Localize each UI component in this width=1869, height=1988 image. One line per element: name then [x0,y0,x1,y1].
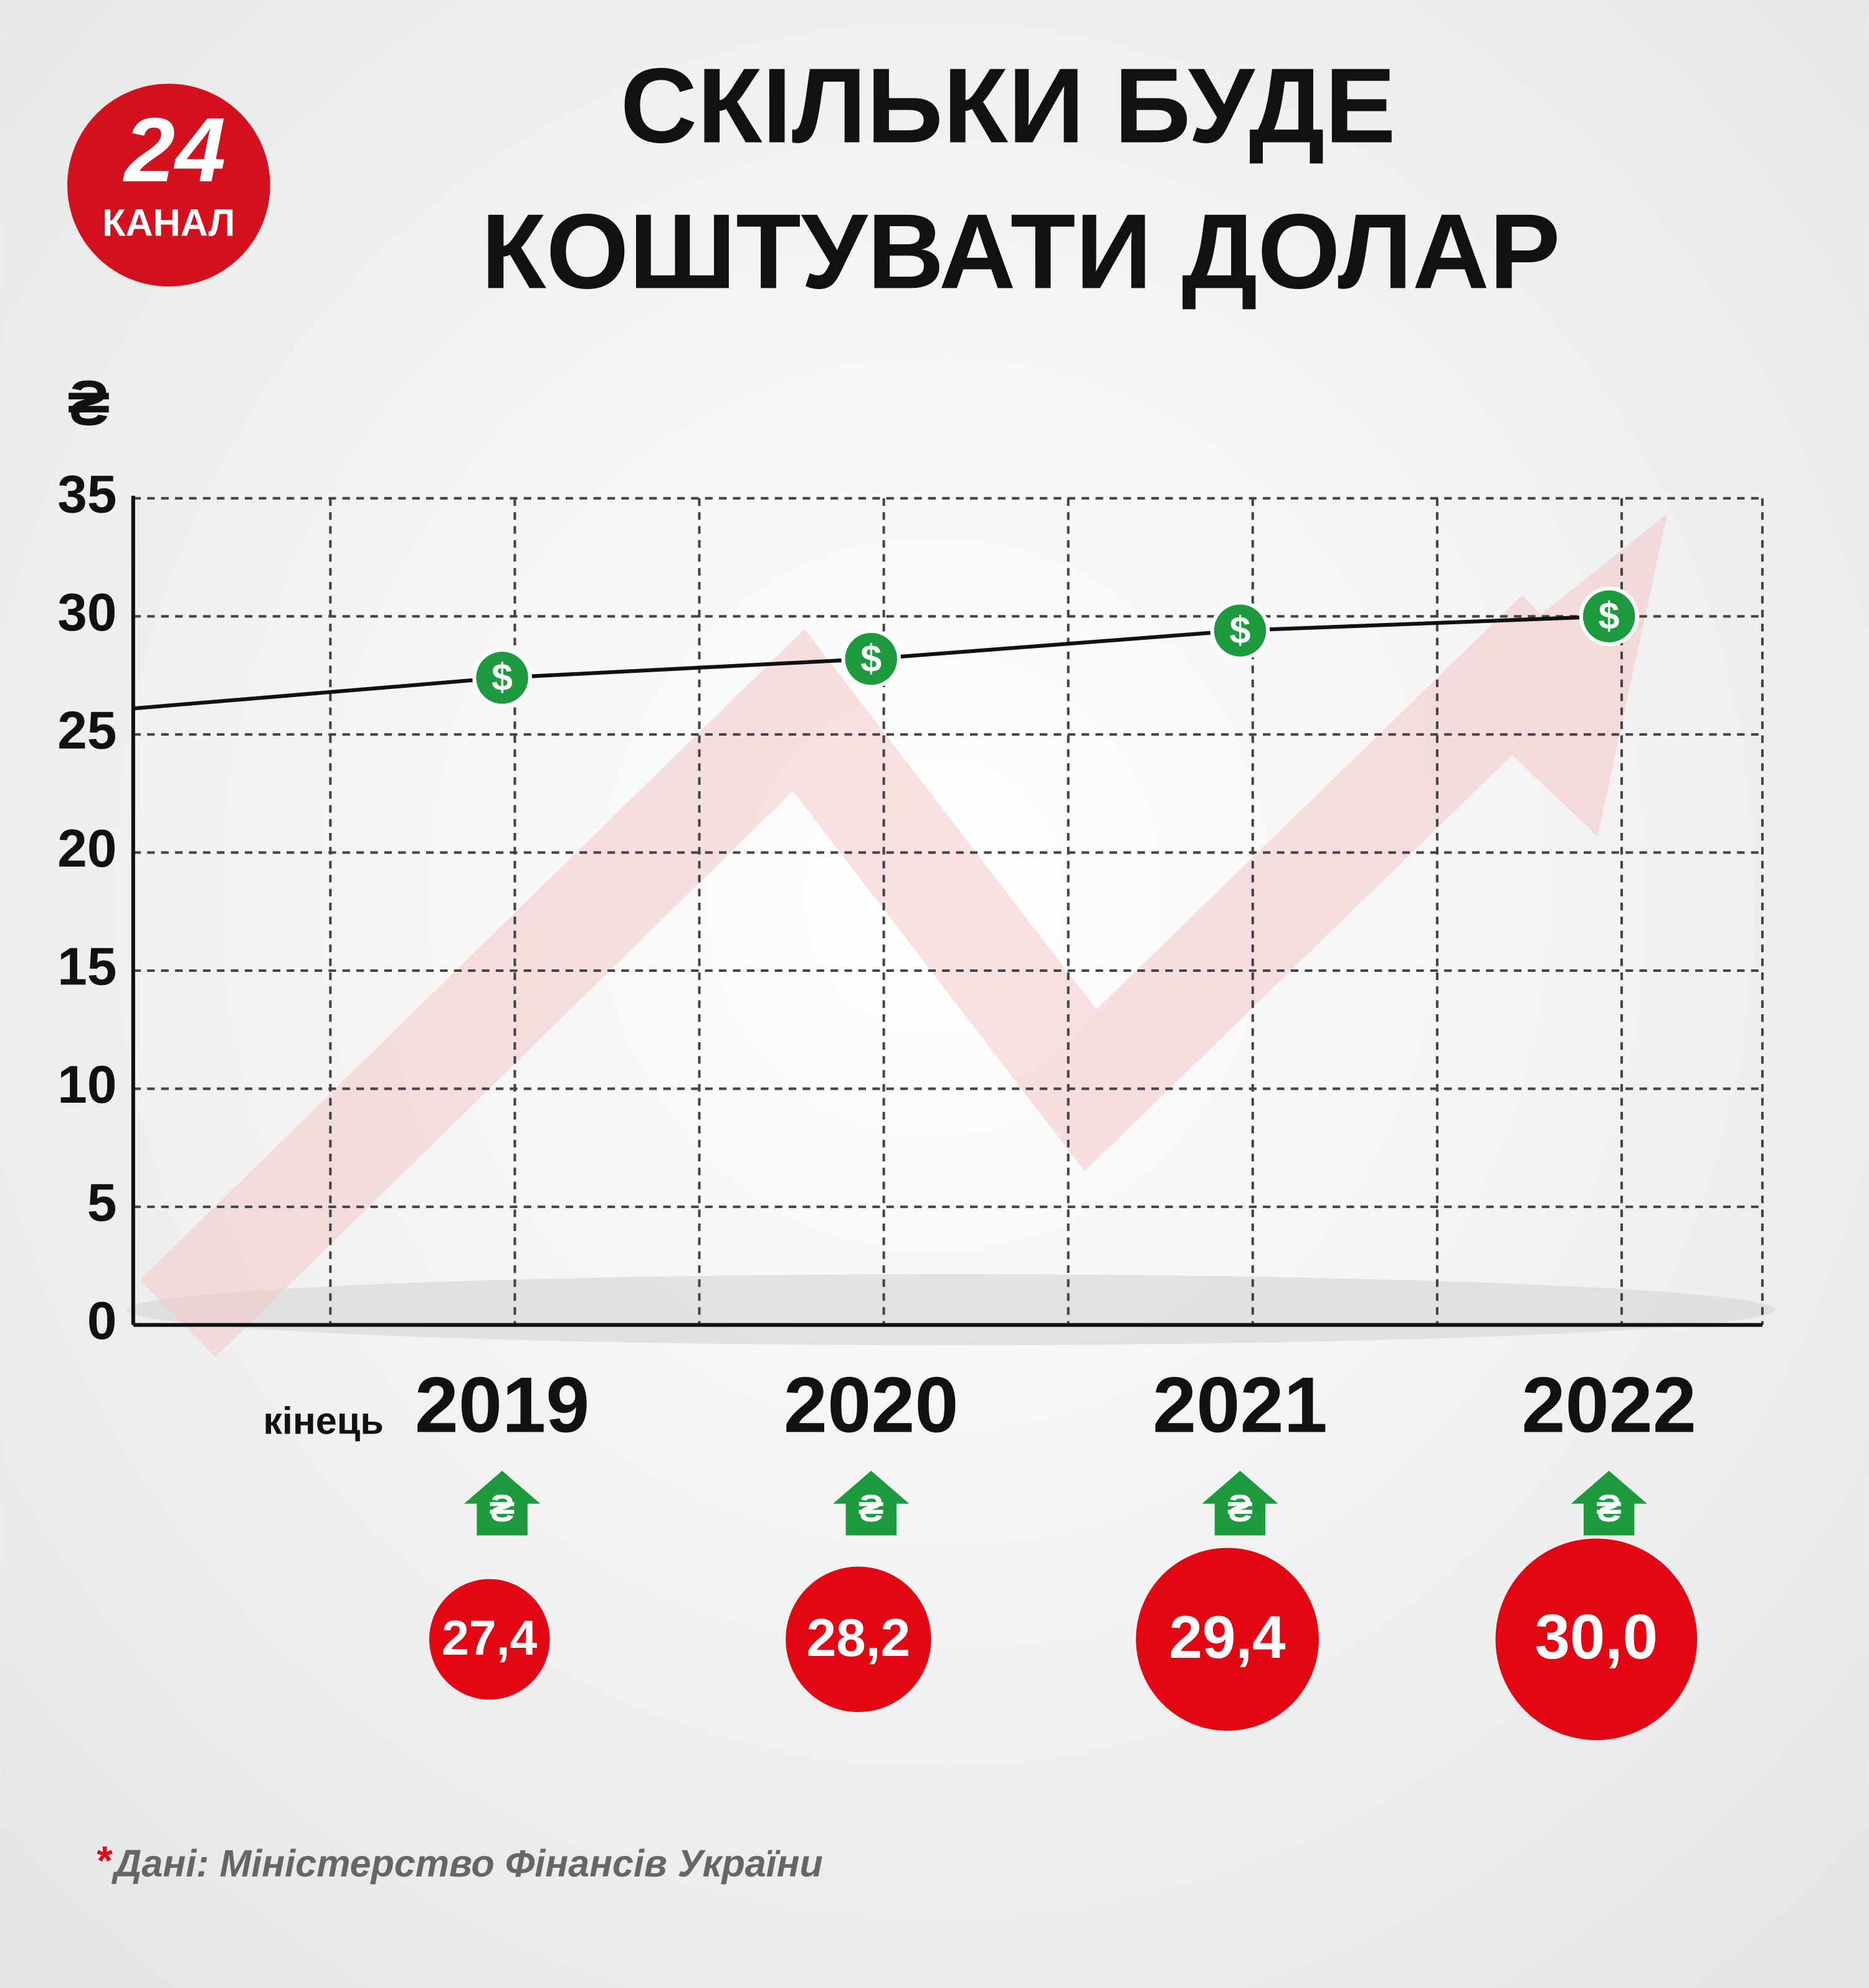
y-tick-label: 10 [57,1055,117,1115]
chart-title: СКІЛЬКИ БУДЕ [621,46,1396,165]
value-circle [1495,1538,1698,1741]
trend-arrow-body [140,595,1597,1358]
dollar-symbol: $ [492,656,513,698]
y-tick-label: 20 [57,819,117,878]
data-label: 29,4 [1169,1604,1286,1671]
x-tick-label: 2021 [1153,1361,1328,1448]
source-marker: * [95,1838,113,1883]
source-note: Дані: Міністерство Фінансів України [111,1842,823,1885]
floor-shadow [126,1274,1776,1346]
dollar-marker [1579,586,1639,647]
dollar-symbol: $ [860,637,882,680]
y-tick-label: 35 [57,465,117,524]
point-marker: $ [841,629,901,689]
currency-symbol: ₴ [858,1487,884,1529]
logo: 24 КАНАЛ [67,83,270,287]
x-prefix-label: кінець [263,1400,383,1442]
dollar-symbol: $ [1229,609,1250,651]
logo-number: 24 [122,99,226,201]
y-tick-label: 30 [57,583,117,642]
y-tick-label: 5 [87,1174,117,1233]
y-tick-label: 25 [57,701,117,760]
x-tick-label: 2019 [415,1361,590,1448]
x-tick-label: 2020 [784,1361,959,1448]
chart-title: КОШТУВАТИ ДОЛАР [481,192,1560,311]
dollar-marker [841,629,901,689]
point-marker: $ [1210,601,1270,660]
up-arrow-icon [1202,1470,1278,1536]
data-label: 28,2 [807,1608,911,1668]
y-axis-label: ₴ [68,368,110,439]
point-marker: $ [472,648,532,708]
x-tick-label: 2022 [1521,1361,1696,1448]
dollar-symbol: $ [1599,595,1620,637]
value-circle [786,1566,931,1713]
logo-name: КАНАЛ [102,201,235,244]
up-arrow-icon [1571,1470,1647,1536]
value-circle [1136,1548,1319,1731]
dollar-marker [472,648,532,708]
y-tick-label: 0 [87,1291,117,1351]
dollar-marker [1210,601,1270,660]
data-label: 30,0 [1535,1602,1658,1672]
logo-circle [67,83,270,287]
up-arrow-icon [464,1470,541,1536]
currency-symbol: ₴ [1596,1487,1622,1529]
value-circle [429,1579,550,1700]
currency-symbol: ₴ [490,1487,515,1529]
up-arrow-icon [833,1470,910,1536]
y-tick-label: 15 [57,938,117,997]
point-marker: $ [1579,586,1639,647]
data-label: 27,4 [442,1610,537,1665]
currency-symbol: ₴ [1227,1487,1253,1529]
